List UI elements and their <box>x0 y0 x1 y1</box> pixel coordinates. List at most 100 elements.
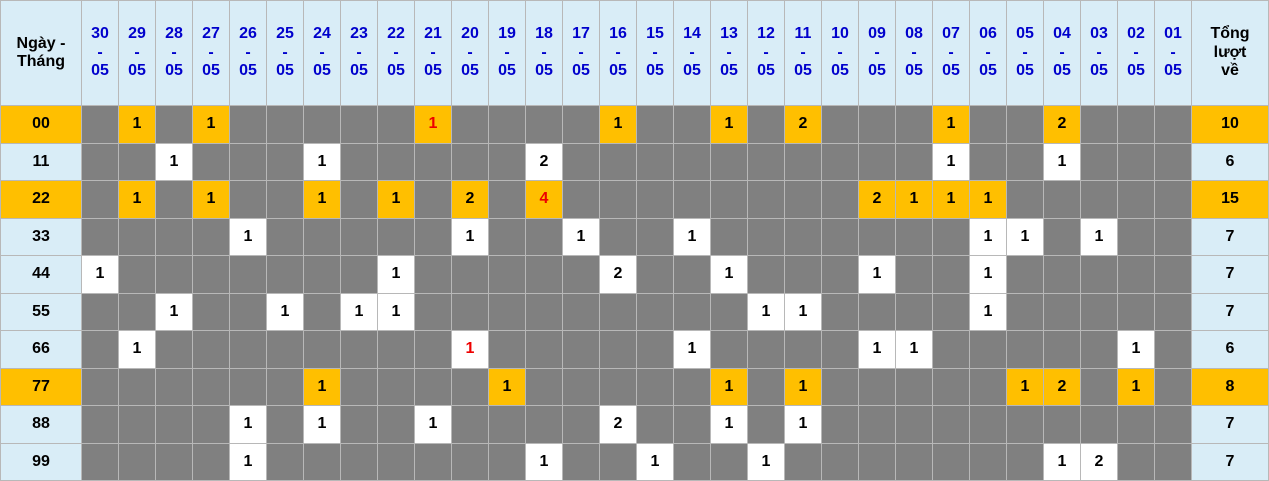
grid-cell[interactable]: 2 <box>1043 105 1081 144</box>
grid-cell[interactable]: 1 <box>229 442 267 481</box>
date-header-05-05[interactable]: 05-05 <box>1006 0 1044 106</box>
grid-cell[interactable]: 1 <box>747 442 785 481</box>
grid-cell[interactable]: 1 <box>451 217 489 256</box>
grid-cell[interactable]: 1 <box>969 255 1007 294</box>
date-header-23-05[interactable]: 23-05 <box>340 0 378 106</box>
date-header-06-05[interactable]: 06-05 <box>969 0 1007 106</box>
grid-cell[interactable]: 1 <box>932 142 970 181</box>
row-label-77[interactable]: 77 <box>0 367 82 406</box>
date-header-13-05[interactable]: 13-05 <box>710 0 748 106</box>
date-header-03-05[interactable]: 03-05 <box>1080 0 1118 106</box>
grid-cell[interactable]: 1 <box>414 405 452 444</box>
row-label-00[interactable]: 00 <box>0 105 82 144</box>
grid-cell[interactable]: 2 <box>599 405 637 444</box>
grid-cell[interactable]: 1 <box>858 255 896 294</box>
grid-cell[interactable]: 1 <box>895 180 933 219</box>
row-label-55[interactable]: 55 <box>0 292 82 331</box>
grid-cell[interactable]: 1 <box>673 217 711 256</box>
date-header-08-05[interactable]: 08-05 <box>895 0 933 106</box>
grid-cell[interactable]: 1 <box>155 142 193 181</box>
grid-cell[interactable]: 4 <box>525 180 563 219</box>
grid-cell[interactable]: 1 <box>303 142 341 181</box>
grid-cell[interactable]: 1 <box>303 405 341 444</box>
grid-cell[interactable]: 1 <box>969 217 1007 256</box>
date-header-09-05[interactable]: 09-05 <box>858 0 896 106</box>
date-header-18-05[interactable]: 18-05 <box>525 0 563 106</box>
grid-cell[interactable]: 1 <box>932 180 970 219</box>
date-header-16-05[interactable]: 16-05 <box>599 0 637 106</box>
date-header-15-05[interactable]: 15-05 <box>636 0 674 106</box>
grid-cell[interactable]: 2 <box>1043 367 1081 406</box>
grid-cell[interactable]: 2 <box>784 105 822 144</box>
grid-cell[interactable]: 1 <box>710 105 748 144</box>
grid-cell[interactable]: 1 <box>710 405 748 444</box>
grid-cell[interactable]: 1 <box>118 330 156 369</box>
grid-cell[interactable]: 1 <box>81 255 119 294</box>
date-header-25-05[interactable]: 25-05 <box>266 0 304 106</box>
date-header-10-05[interactable]: 10-05 <box>821 0 859 106</box>
row-label-11[interactable]: 11 <box>0 142 82 181</box>
date-header-21-05[interactable]: 21-05 <box>414 0 452 106</box>
date-header-19-05[interactable]: 19-05 <box>488 0 526 106</box>
grid-cell[interactable]: 1 <box>451 330 489 369</box>
grid-cell[interactable]: 1 <box>266 292 304 331</box>
grid-cell[interactable]: 1 <box>710 367 748 406</box>
date-header-30-05[interactable]: 30-05 <box>81 0 119 106</box>
date-header-07-05[interactable]: 07-05 <box>932 0 970 106</box>
grid-cell[interactable]: 1 <box>784 292 822 331</box>
grid-cell[interactable]: 1 <box>784 405 822 444</box>
grid-cell[interactable]: 1 <box>525 442 563 481</box>
grid-cell[interactable]: 1 <box>932 105 970 144</box>
grid-cell[interactable]: 1 <box>747 292 785 331</box>
grid-cell[interactable]: 1 <box>1043 442 1081 481</box>
date-header-14-05[interactable]: 14-05 <box>673 0 711 106</box>
date-header-04-05[interactable]: 04-05 <box>1043 0 1081 106</box>
grid-cell[interactable]: 1 <box>858 330 896 369</box>
grid-cell[interactable]: 1 <box>229 405 267 444</box>
row-label-88[interactable]: 88 <box>0 405 82 444</box>
date-header-20-05[interactable]: 20-05 <box>451 0 489 106</box>
grid-cell[interactable]: 2 <box>525 142 563 181</box>
grid-cell[interactable]: 2 <box>599 255 637 294</box>
row-label-33[interactable]: 33 <box>0 217 82 256</box>
grid-cell[interactable]: 1 <box>1080 217 1118 256</box>
grid-cell[interactable]: 1 <box>784 367 822 406</box>
grid-cell[interactable]: 1 <box>155 292 193 331</box>
grid-cell[interactable]: 2 <box>451 180 489 219</box>
grid-cell[interactable]: 1 <box>599 105 637 144</box>
date-header-24-05[interactable]: 24-05 <box>303 0 341 106</box>
grid-cell[interactable]: 1 <box>377 255 415 294</box>
row-label-66[interactable]: 66 <box>0 330 82 369</box>
row-label-22[interactable]: 22 <box>0 180 82 219</box>
grid-cell[interactable]: 1 <box>192 180 230 219</box>
grid-cell[interactable]: 1 <box>340 292 378 331</box>
grid-cell[interactable]: 1 <box>303 367 341 406</box>
grid-cell[interactable]: 1 <box>710 255 748 294</box>
grid-cell[interactable]: 1 <box>895 330 933 369</box>
date-header-17-05[interactable]: 17-05 <box>562 0 600 106</box>
grid-cell[interactable]: 1 <box>969 180 1007 219</box>
grid-cell[interactable]: 1 <box>1117 330 1155 369</box>
grid-cell[interactable]: 1 <box>969 292 1007 331</box>
row-label-99[interactable]: 99 <box>0 442 82 481</box>
date-header-11-05[interactable]: 11-05 <box>784 0 822 106</box>
grid-cell[interactable]: 1 <box>414 105 452 144</box>
grid-cell[interactable]: 1 <box>303 180 341 219</box>
date-header-22-05[interactable]: 22-05 <box>377 0 415 106</box>
grid-cell[interactable]: 1 <box>1006 217 1044 256</box>
grid-cell[interactable]: 1 <box>1043 142 1081 181</box>
date-header-29-05[interactable]: 29-05 <box>118 0 156 106</box>
grid-cell[interactable]: 1 <box>192 105 230 144</box>
date-header-01-05[interactable]: 01-05 <box>1154 0 1192 106</box>
grid-cell[interactable]: 1 <box>229 217 267 256</box>
date-header-26-05[interactable]: 26-05 <box>229 0 267 106</box>
grid-cell[interactable]: 1 <box>1006 367 1044 406</box>
row-label-44[interactable]: 44 <box>0 255 82 294</box>
date-header-28-05[interactable]: 28-05 <box>155 0 193 106</box>
grid-cell[interactable]: 1 <box>488 367 526 406</box>
grid-cell[interactable]: 1 <box>636 442 674 481</box>
grid-cell[interactable]: 1 <box>377 292 415 331</box>
grid-cell[interactable]: 1 <box>118 105 156 144</box>
grid-cell[interactable]: 1 <box>673 330 711 369</box>
date-header-12-05[interactable]: 12-05 <box>747 0 785 106</box>
